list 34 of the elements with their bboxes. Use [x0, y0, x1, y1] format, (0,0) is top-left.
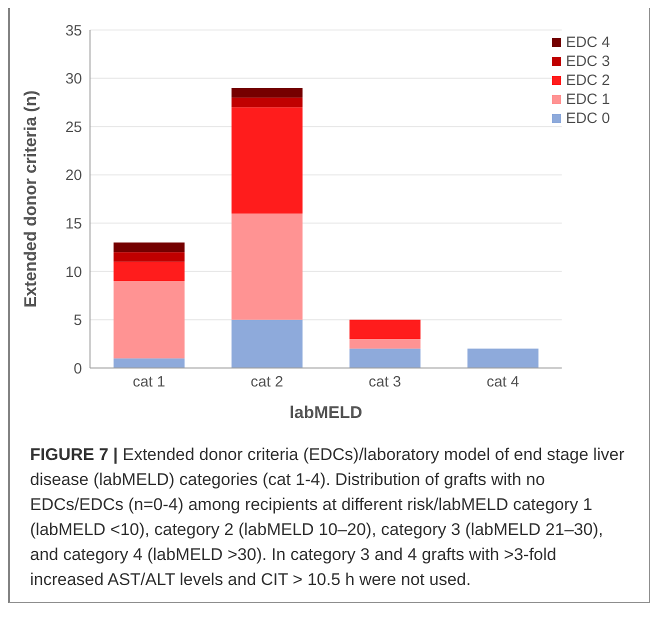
bar [114, 262, 185, 282]
bar [232, 213, 303, 320]
bar [467, 348, 538, 368]
bar [114, 281, 185, 358]
y-axis-title: Extended donor criteria (n) [21, 90, 40, 308]
bar [232, 320, 303, 368]
x-tick-label: cat 3 [368, 374, 402, 391]
y-tick-label: 10 [65, 264, 82, 281]
y-tick-label: 35 [65, 22, 82, 40]
caption: FIGURE 7 | Extended donor criteria (EDCs)/laboratory model of end stage liver disease (labMELD) categories (cat 1-4). Distribution of grafts with no EDCs/EDCs (n=0-4) among recipients at different risk/labMELD category 1 (labMELD <10), category 2 (labMELD 10–20), category 3 (labMELD 21–30), and category 4 (labMELD >30). In category 3 and 4 grafts with >3-fold increased AST/ALT levels and CIT > 10.5 h were not used. [29, 444, 626, 591]
legend-label: EDC 2 [566, 72, 610, 89]
x-tick-label: cat 2 [250, 374, 284, 391]
x-tick-label: cat 1 [132, 374, 166, 391]
bar [232, 107, 303, 214]
legend-label: EDC 1 [566, 91, 610, 108]
bar [349, 339, 420, 349]
y-tick-label: 15 [65, 215, 82, 232]
bar [349, 348, 420, 368]
bar [232, 88, 303, 98]
bar [114, 252, 185, 262]
legend-label: EDC 4 [566, 34, 610, 51]
x-tick-label: cat 4 [486, 374, 520, 391]
y-tick-label: 30 [65, 70, 82, 88]
x-axis-title: labMELD [290, 403, 362, 422]
y-tick-label: 5 [74, 312, 82, 330]
bar [232, 98, 303, 108]
bar [349, 320, 420, 340]
legend-label: EDC 3 [566, 53, 610, 70]
bar [114, 358, 185, 368]
y-tick-label: 20 [65, 167, 82, 184]
legend-label: EDC 0 [566, 110, 610, 127]
y-tick-label: 25 [65, 118, 82, 136]
y-tick-label: 0 [74, 360, 82, 378]
bar [114, 242, 185, 252]
